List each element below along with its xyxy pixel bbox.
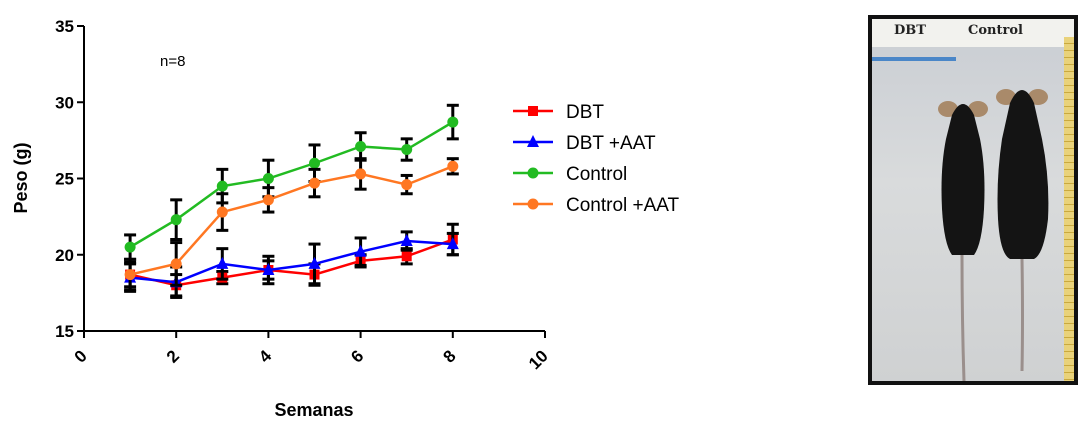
data-point (216, 206, 228, 218)
mice-photo-inner: DBT Control (872, 19, 1074, 381)
series-control (124, 103, 459, 261)
y-tick-label: 25 (55, 170, 74, 189)
data-point (447, 116, 459, 128)
data-point (262, 263, 275, 275)
data-point (309, 157, 320, 169)
data-point (170, 258, 182, 270)
data-point (216, 256, 229, 269)
data-point (309, 177, 320, 189)
x-tick-label: 10 (525, 346, 552, 373)
data-point (355, 140, 367, 152)
photo-scale-line (872, 57, 956, 61)
x-tick-label: 4 (255, 346, 276, 367)
series-line (129, 239, 453, 284)
mouse-control (996, 89, 1049, 372)
legend-label: DBT +AAT (566, 133, 656, 154)
x-tick-label: 6 (347, 346, 367, 366)
chart-legend: DBT DBT +AAT Control Control +AAT (513, 102, 680, 216)
data-point (262, 194, 274, 206)
y-tick-label: 35 (55, 17, 74, 36)
y-tick-label: 20 (55, 246, 74, 265)
series-line (129, 238, 454, 287)
data-point (401, 144, 413, 156)
data-point (527, 198, 539, 210)
data-point (527, 167, 539, 179)
x-tick-label: 0 (71, 346, 91, 366)
data-point (354, 244, 367, 257)
x-tick-label: 2 (163, 346, 183, 366)
photo-label-control: Control (968, 23, 1023, 38)
y-axis-label: Peso (g) (11, 142, 31, 213)
data-point (262, 173, 274, 184)
photo-ruler (1064, 37, 1074, 381)
weight-chart: 15 20 25 30 35 0 2 4 6 8 10 n=8 Semanas Peso (g) D… (11, 17, 680, 420)
legend-label: Control (566, 164, 627, 185)
y-tick-label: 30 (55, 93, 74, 112)
series-line (129, 121, 454, 249)
data-point (527, 135, 539, 147)
x-axis-label: Semanas (274, 400, 353, 420)
data-point (216, 180, 228, 192)
chart-marks (124, 103, 459, 299)
legend-label: DBT (566, 102, 604, 123)
series-line (129, 165, 454, 276)
data-point (124, 269, 136, 281)
data-point (446, 237, 459, 250)
data-point (308, 256, 321, 269)
data-point (401, 251, 412, 262)
mice-illustration (938, 89, 1049, 381)
data-point (528, 106, 538, 116)
y-tick-label: 15 (55, 322, 74, 341)
x-tick-label: 8 (439, 346, 459, 366)
data-point (447, 160, 459, 172)
photo-label-dbt: DBT (894, 23, 926, 38)
photo-header (872, 19, 1074, 47)
series-control-aat (124, 157, 459, 292)
legend-label: Control +AAT (566, 195, 680, 216)
data-point (355, 168, 367, 180)
data-point (400, 234, 413, 247)
mouse-dbt (938, 101, 988, 381)
chart-axes: 15 20 25 30 35 0 2 4 6 8 10 (55, 17, 552, 373)
sample-size-annotation: n=8 (160, 53, 185, 70)
mice-photo: DBT Control (868, 15, 1078, 385)
data-point (124, 241, 136, 253)
data-point (170, 214, 182, 226)
data-point (401, 179, 413, 191)
